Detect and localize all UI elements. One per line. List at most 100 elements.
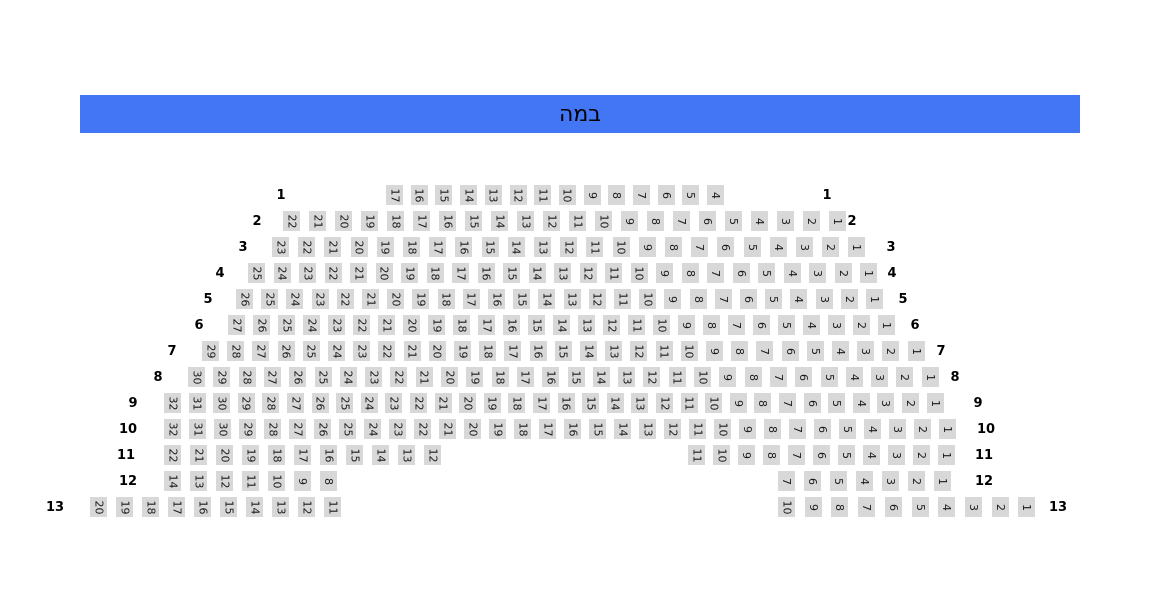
seat[interactable]: 16 bbox=[503, 315, 520, 335]
seat[interactable]: 12 bbox=[603, 315, 620, 335]
seat[interactable]: 31 bbox=[188, 393, 206, 413]
seat[interactable]: 21 bbox=[324, 237, 342, 257]
seat[interactable]: 11 bbox=[614, 289, 631, 309]
seat[interactable]: 5 bbox=[758, 263, 775, 283]
seat[interactable]: 20 bbox=[441, 367, 458, 387]
seat[interactable]: 21 bbox=[415, 367, 433, 387]
seat[interactable]: 2 bbox=[914, 419, 931, 439]
seat[interactable]: 10 bbox=[653, 315, 670, 335]
seat[interactable]: 21 bbox=[350, 263, 367, 283]
seat[interactable]: 12 bbox=[630, 341, 648, 361]
seat[interactable]: 18 bbox=[403, 237, 420, 257]
seat[interactable]: 9 bbox=[638, 237, 656, 257]
seat[interactable]: 21 bbox=[362, 289, 379, 309]
seat[interactable]: 5 bbox=[682, 185, 700, 205]
seat[interactable]: 10 bbox=[639, 289, 657, 309]
seat[interactable]: 22 bbox=[353, 315, 370, 335]
seat[interactable]: 7 bbox=[714, 289, 732, 309]
seat[interactable]: 5 bbox=[778, 315, 795, 335]
seat[interactable]: 17 bbox=[168, 497, 185, 517]
seat[interactable]: 21 bbox=[434, 393, 452, 413]
seat[interactable]: 7 bbox=[728, 315, 745, 335]
seat[interactable]: 9 bbox=[719, 367, 737, 387]
seat[interactable]: 4 bbox=[803, 315, 820, 335]
seat[interactable]: 4 bbox=[845, 367, 863, 387]
seat[interactable]: 11 bbox=[569, 211, 586, 231]
seat[interactable]: 13 bbox=[631, 393, 649, 413]
seat[interactable]: 16 bbox=[410, 185, 428, 205]
seat[interactable]: 15 bbox=[503, 263, 520, 283]
seat[interactable]: 6 bbox=[732, 263, 750, 283]
seat[interactable]: 4 bbox=[751, 211, 768, 231]
seat[interactable]: 6 bbox=[813, 445, 830, 465]
seat[interactable]: 19 bbox=[483, 393, 501, 413]
seat[interactable]: 25 bbox=[339, 419, 356, 439]
seat[interactable]: 10 bbox=[714, 419, 731, 439]
seat[interactable]: 21 bbox=[403, 341, 421, 361]
seat[interactable]: 17 bbox=[294, 445, 311, 465]
seat[interactable]: 1 bbox=[878, 315, 895, 335]
seat[interactable]: 28 bbox=[227, 341, 245, 361]
seat[interactable]: 1 bbox=[926, 393, 944, 413]
seat[interactable]: 10 bbox=[778, 497, 795, 517]
seat[interactable]: 17 bbox=[452, 263, 469, 283]
seat[interactable]: 13 bbox=[517, 211, 534, 231]
seat[interactable]: 24 bbox=[328, 341, 345, 361]
seat[interactable]: 12 bbox=[664, 419, 681, 439]
seat[interactable]: 8 bbox=[731, 341, 749, 361]
seat[interactable]: 25 bbox=[261, 289, 279, 309]
seat[interactable]: 27 bbox=[263, 367, 281, 387]
seat[interactable]: 22 bbox=[390, 367, 408, 387]
seat[interactable]: 16 bbox=[557, 393, 575, 413]
seat[interactable]: 14 bbox=[606, 393, 624, 413]
seat[interactable]: 6 bbox=[781, 341, 799, 361]
seat[interactable]: 8 bbox=[763, 445, 780, 465]
seat[interactable]: 20 bbox=[90, 497, 107, 517]
seat[interactable]: 1 bbox=[848, 237, 866, 257]
seat[interactable]: 20 bbox=[335, 211, 352, 231]
seat[interactable]: 23 bbox=[389, 419, 406, 439]
seat[interactable]: 8 bbox=[831, 497, 849, 517]
seat[interactable]: 21 bbox=[378, 315, 395, 335]
seat[interactable]: 25 bbox=[314, 367, 332, 387]
seat[interactable]: 14 bbox=[592, 367, 610, 387]
seat[interactable]: 8 bbox=[647, 211, 664, 231]
seat[interactable]: 22 bbox=[324, 263, 342, 283]
seat[interactable]: 3 bbox=[796, 237, 813, 257]
seat[interactable]: 2 bbox=[840, 289, 858, 309]
seat[interactable]: 15 bbox=[513, 289, 531, 309]
seat[interactable]: 13 bbox=[534, 237, 551, 257]
seat[interactable]: 11 bbox=[668, 367, 686, 387]
seat[interactable]: 16 bbox=[529, 341, 547, 361]
seat[interactable]: 4 bbox=[769, 237, 787, 257]
seat[interactable]: 3 bbox=[877, 393, 895, 413]
seat[interactable]: 14 bbox=[614, 419, 631, 439]
seat[interactable]: 19 bbox=[116, 497, 133, 517]
seat[interactable]: 7 bbox=[788, 445, 805, 465]
seat[interactable]: 5 bbox=[806, 341, 824, 361]
seat[interactable]: 21 bbox=[309, 211, 326, 231]
seat[interactable]: 11 bbox=[655, 341, 673, 361]
seat[interactable]: 12 bbox=[579, 263, 597, 283]
seat[interactable]: 8 bbox=[681, 263, 699, 283]
seat[interactable]: 1 bbox=[1018, 497, 1036, 517]
seat[interactable]: 27 bbox=[289, 419, 306, 439]
seat[interactable]: 29 bbox=[237, 393, 255, 413]
seat[interactable]: 4 bbox=[832, 341, 849, 361]
seat[interactable]: 20 bbox=[459, 393, 477, 413]
seat[interactable]: 14 bbox=[460, 185, 478, 205]
seat[interactable]: 17 bbox=[478, 315, 495, 335]
seat[interactable]: 9 bbox=[656, 263, 673, 283]
seat[interactable]: 3 bbox=[777, 211, 794, 231]
seat[interactable]: 22 bbox=[283, 211, 300, 231]
seat[interactable]: 5 bbox=[830, 471, 847, 491]
seat[interactable]: 31 bbox=[189, 419, 206, 439]
seat[interactable]: 22 bbox=[164, 445, 181, 465]
seat[interactable]: 15 bbox=[481, 237, 499, 257]
seat[interactable]: 29 bbox=[202, 341, 219, 361]
seat[interactable]: 23 bbox=[272, 237, 289, 257]
seat[interactable]: 9 bbox=[583, 185, 601, 205]
seat[interactable]: 2 bbox=[991, 497, 1009, 517]
seat[interactable]: 8 bbox=[764, 419, 781, 439]
seat[interactable]: 24 bbox=[273, 263, 291, 283]
